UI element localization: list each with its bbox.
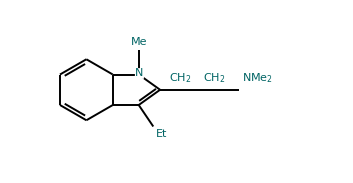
Text: NMe$_2$: NMe$_2$ — [242, 71, 273, 85]
Text: CH$_2$: CH$_2$ — [203, 71, 225, 85]
Text: Me: Me — [131, 38, 147, 47]
Text: CH$_2$: CH$_2$ — [169, 71, 191, 85]
Text: N: N — [135, 68, 144, 79]
Text: Et: Et — [156, 129, 167, 139]
